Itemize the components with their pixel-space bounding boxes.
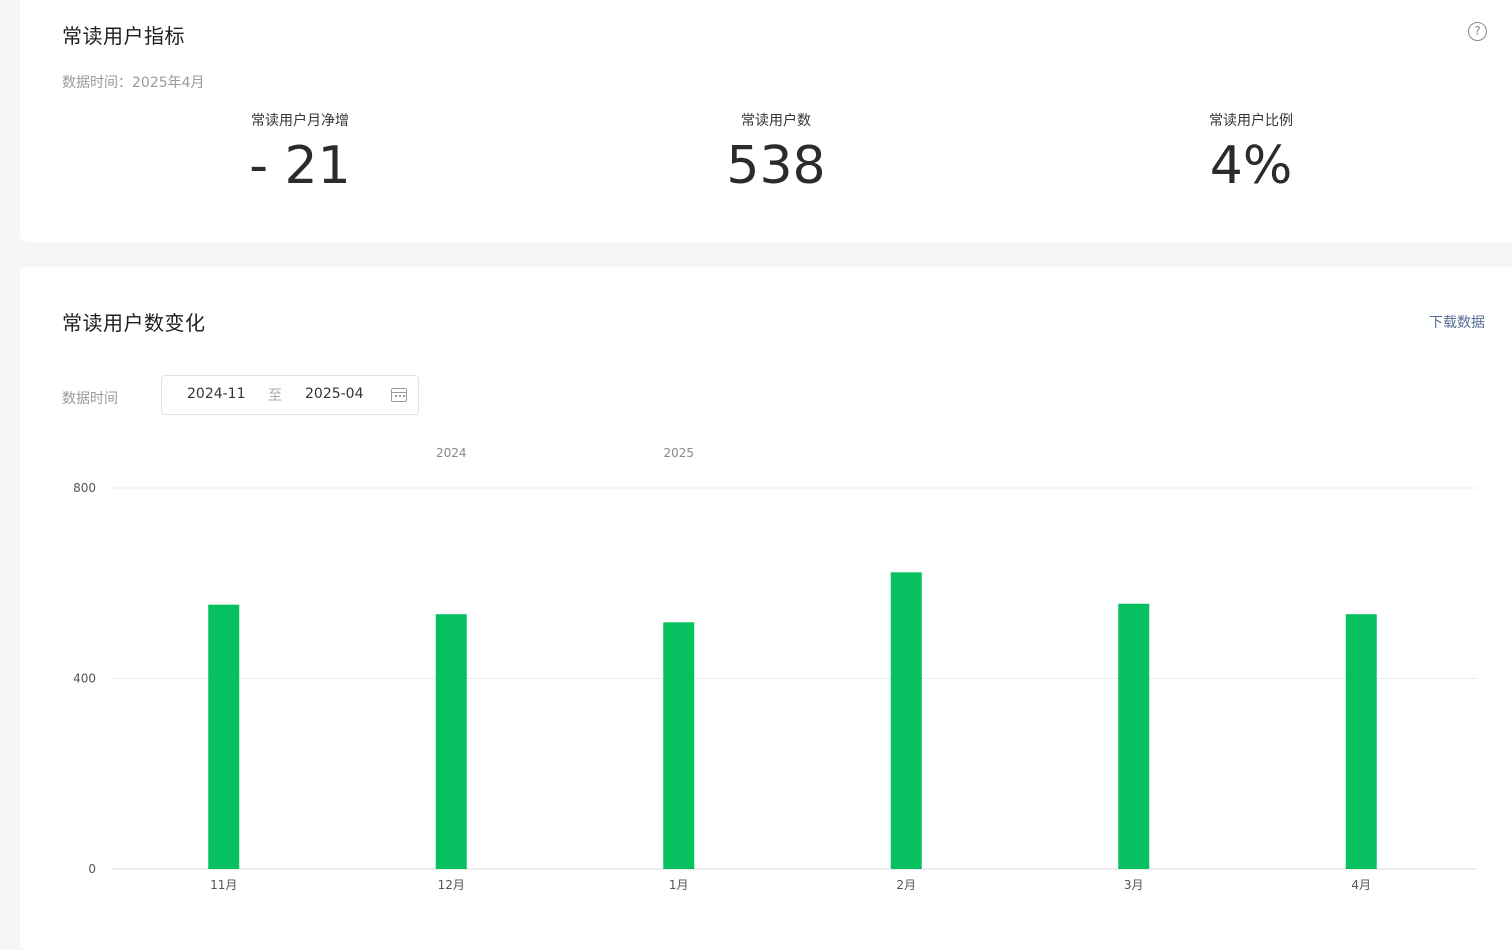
metrics-title: 常读用户指标 [62, 24, 185, 48]
x-tick-label: 1月 [669, 878, 689, 892]
bar [890, 572, 922, 869]
trend-card: 常读用户数变化 下载数据 数据时间 2024-11 至 2025-04 0 400… [20, 267, 1512, 950]
metric-value: - 21 [249, 136, 351, 196]
metric-user-ratio: 常读用户比例 4% [1101, 110, 1401, 196]
date-start[interactable]: 2024-11 [187, 386, 246, 402]
date-separator: 至 [268, 388, 282, 404]
bar [208, 604, 240, 869]
metric-label: 常读用户数 [741, 113, 811, 129]
bar [435, 614, 467, 869]
metric-value: 4% [1209, 136, 1293, 196]
question-circle-icon[interactable]: ? [1468, 22, 1487, 41]
x-tick-label: 3月 [1124, 878, 1144, 892]
y-tick-label: 400 [73, 672, 96, 686]
x-tick-label: 4月 [1351, 878, 1371, 892]
calendar-icon[interactable] [391, 388, 407, 402]
data-time-text: 数据时间：2025年4月 [62, 75, 205, 91]
x-tick-label: 11月 [210, 878, 237, 892]
x-tick-label: 12月 [438, 878, 465, 892]
bar [1118, 603, 1150, 869]
year-label: 2024 [436, 446, 467, 460]
y-tick-label: 0 [88, 862, 96, 876]
download-data-link[interactable]: 下载数据 [1429, 315, 1485, 331]
metric-net-growth: 常读用户月净增 - 21 [150, 110, 450, 196]
metric-user-count: 常读用户数 538 [626, 110, 926, 196]
bar [1345, 614, 1377, 869]
filter-label: 数据时间 [62, 391, 118, 407]
year-label: 2025 [663, 446, 694, 460]
metrics-card: 常读用户指标 ? 数据时间：2025年4月 常读用户月净增 - 21 常读用户数… [20, 0, 1512, 242]
x-tick-label: 2月 [896, 878, 916, 892]
date-end[interactable]: 2025-04 [305, 386, 364, 402]
bar-chart: 0 400 800 11月 12月 1月 2月 3月 4月 2024 2025 [73, 446, 1477, 892]
date-range-picker[interactable]: 2024-11 至 2025-04 [161, 375, 419, 415]
bar [663, 622, 695, 869]
metric-label: 常读用户比例 [1209, 113, 1293, 129]
metric-value: 538 [726, 136, 826, 196]
y-tick-label: 800 [73, 481, 96, 495]
trend-title: 常读用户数变化 [62, 311, 206, 335]
metric-label: 常读用户月净增 [251, 113, 349, 129]
